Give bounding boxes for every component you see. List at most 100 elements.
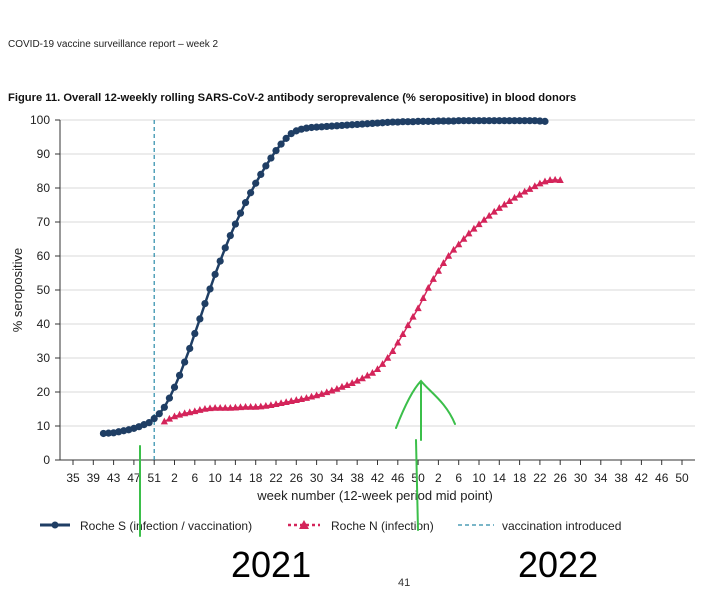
y-tick-label: 70 (37, 215, 51, 229)
roche-n-point (546, 176, 554, 183)
roche-n-point (262, 401, 270, 409)
y-tick-label: 30 (37, 351, 51, 365)
x-tick-labels: 35 39 43 47 51 2 6 10 14 18 22 26 30 34 38 42 46 50 2 6 10 14… (66, 471, 689, 485)
roche-n-point (272, 400, 280, 408)
legend-label-roche-s: Roche S (infection / vaccination) (80, 519, 252, 533)
roche-s-point (201, 300, 209, 308)
roche-n-point (521, 187, 529, 195)
roche-s-point (150, 414, 158, 423)
y-tick-label: 0 (43, 453, 50, 467)
y-tick-label: 90 (37, 147, 51, 161)
x-tick-label: 18 (513, 471, 527, 485)
handwritten-annotations (139, 379, 456, 537)
y-axis-label: % seropositive (10, 248, 25, 333)
roche-s-point (226, 232, 234, 240)
roche-s-point (272, 147, 280, 155)
roche-n-point (353, 376, 361, 384)
roche-n-point (389, 347, 397, 354)
roche-n-point (165, 414, 174, 422)
roche-s-point (399, 118, 407, 126)
x-tick-label: 34 (330, 471, 344, 485)
legend-marker-roche-s (51, 521, 59, 529)
y-tick-label: 10 (37, 419, 51, 433)
roche-n-point (429, 275, 437, 282)
y-tick-label: 80 (37, 181, 51, 195)
axes (55, 119, 695, 465)
roche-n-point (292, 396, 300, 403)
roche-s-point (439, 117, 448, 125)
roche-n-point (434, 266, 442, 274)
roche-s-line (103, 119, 546, 435)
roche-n-point (536, 179, 544, 187)
roche-s-point (414, 117, 422, 125)
roche-n-point (221, 403, 229, 411)
x-tick-label: 2 (435, 471, 442, 485)
roche-s-point (424, 117, 432, 125)
roche-s-point (389, 118, 397, 126)
roche-s-point (505, 117, 514, 125)
x-tick-label: 35 (66, 471, 80, 485)
roche-s-point (470, 117, 478, 125)
roche-n-point (500, 200, 508, 208)
roche-n-point (419, 294, 427, 301)
roche-n-point (196, 406, 204, 413)
roche-n-point (373, 365, 382, 373)
x-tick-label: 26 (554, 471, 568, 485)
x-tick-label: 30 (574, 471, 588, 485)
roche-n-point (460, 235, 468, 242)
x-tick-label: 26 (290, 471, 304, 485)
roche-s-point (526, 117, 534, 125)
grid-lines (60, 119, 695, 427)
handwritten-year-2021: 2021 (231, 544, 311, 585)
roche-s-point (262, 162, 270, 170)
roche-n-point (516, 190, 524, 198)
roche-n-point (201, 405, 209, 412)
roche-s-point (282, 134, 290, 142)
x-tick-label: 50 (675, 471, 689, 485)
roche-s-point (236, 209, 245, 217)
roche-n-point (160, 417, 168, 425)
x-tick-label: 47 (127, 471, 141, 485)
x-tick-label: 10 (472, 471, 486, 485)
x-tick-label: 14 (493, 471, 507, 485)
roche-s-point (206, 285, 214, 293)
x-tick-label: 46 (391, 471, 405, 485)
roche-n-point (358, 374, 366, 382)
roche-s-point (175, 371, 184, 379)
handwritten-year-2022: 2022 (518, 544, 598, 585)
roche-s-point (455, 117, 463, 125)
roche-n-point (186, 408, 194, 416)
roche-n-line (163, 179, 561, 423)
roche-n-point (211, 403, 219, 411)
roche-n-point (414, 304, 422, 312)
roche-n-point (505, 197, 514, 205)
x-tick-label: 10 (208, 471, 222, 485)
x-tick-label: 43 (107, 471, 121, 485)
roche-n-point (470, 224, 478, 232)
roche-s-point (460, 117, 468, 125)
roche-n-point (531, 182, 539, 190)
roche-s-point (419, 117, 427, 125)
roche-n-point (277, 399, 285, 407)
figure-title: Figure 11. Overall 12-weekly rolling SAR… (8, 92, 577, 104)
legend-label-vaccination: vaccination introduced (502, 519, 621, 533)
roche-n-point (399, 330, 407, 337)
roche-n-point (485, 211, 493, 219)
roche-s-point (500, 117, 508, 125)
roche-n-point (526, 185, 534, 192)
x-tick-label: 30 (310, 471, 324, 485)
roche-s-point (165, 394, 174, 402)
roche-n-point (404, 321, 412, 329)
roche-s-point (231, 220, 239, 228)
roche-s-point (267, 154, 275, 162)
x-tick-label: 51 (148, 471, 162, 485)
roche-n-point (368, 368, 377, 376)
roche-s-point (247, 189, 255, 197)
roche-s-point (191, 329, 199, 338)
roche-s-point (434, 117, 442, 125)
x-tick-label: 46 (655, 471, 669, 485)
roche-n-point (257, 402, 265, 410)
x-tick-label: 18 (249, 471, 263, 485)
x-axis-label: week number (12-week period mid point) (256, 488, 493, 503)
x-tick-label: 38 (351, 471, 365, 485)
